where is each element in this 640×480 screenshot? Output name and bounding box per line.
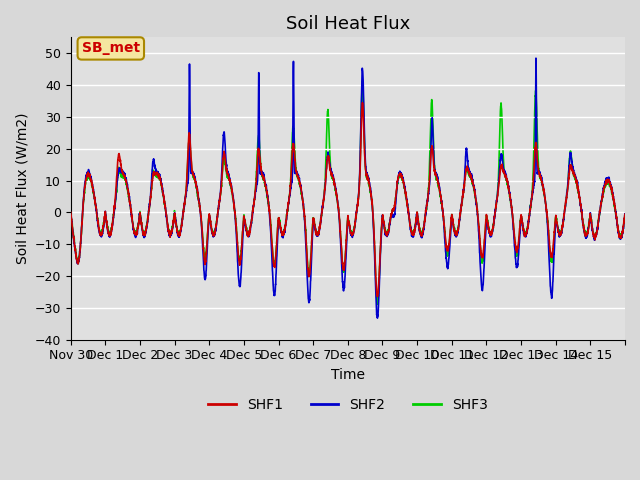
X-axis label: Time: Time xyxy=(331,368,365,382)
Legend: SHF1, SHF2, SHF3: SHF1, SHF2, SHF3 xyxy=(202,392,493,418)
Y-axis label: Soil Heat Flux (W/m2): Soil Heat Flux (W/m2) xyxy=(15,113,29,264)
Text: SB_met: SB_met xyxy=(82,41,140,56)
Title: Soil Heat Flux: Soil Heat Flux xyxy=(285,15,410,33)
